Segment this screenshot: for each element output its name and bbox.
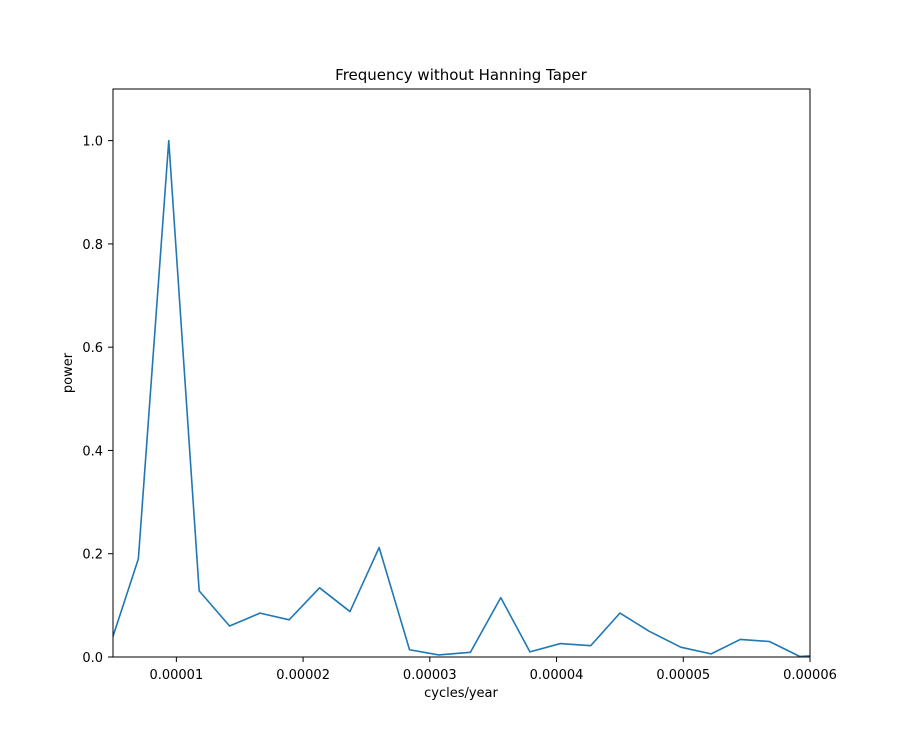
x-tick-label: 0.00005 <box>656 668 710 683</box>
x-axis: 0.00001 0.00002 0.00003 0.00004 0.00005 0.000… <box>149 657 837 683</box>
y-tick-label: 0.2 <box>82 548 103 563</box>
y-axis: 0.0 0.2 0.4 0.6 0.8 1.0 <box>82 135 113 666</box>
chart-title: Frequency without Hanning Taper <box>335 66 587 84</box>
y-axis-label: power <box>61 352 76 393</box>
x-tick-label: 0.00002 <box>276 668 330 683</box>
y-tick-label: 0.8 <box>82 238 103 253</box>
y-tick-label: 0.4 <box>82 444 103 459</box>
y-tick-label: 0.0 <box>82 651 103 666</box>
x-tick-label: 0.00003 <box>403 668 457 683</box>
axes-frame <box>112 88 811 658</box>
y-tick-label: 1.0 <box>82 135 103 150</box>
x-tick-label: 0.00006 <box>783 668 837 683</box>
x-tick-label: 0.00001 <box>149 668 203 683</box>
plot-area <box>112 139 811 658</box>
x-tick-label: 0.00004 <box>530 668 584 683</box>
y-tick-label: 0.6 <box>82 341 103 356</box>
x-axis-label: cycles/year <box>424 686 498 701</box>
series-line <box>112 139 811 658</box>
